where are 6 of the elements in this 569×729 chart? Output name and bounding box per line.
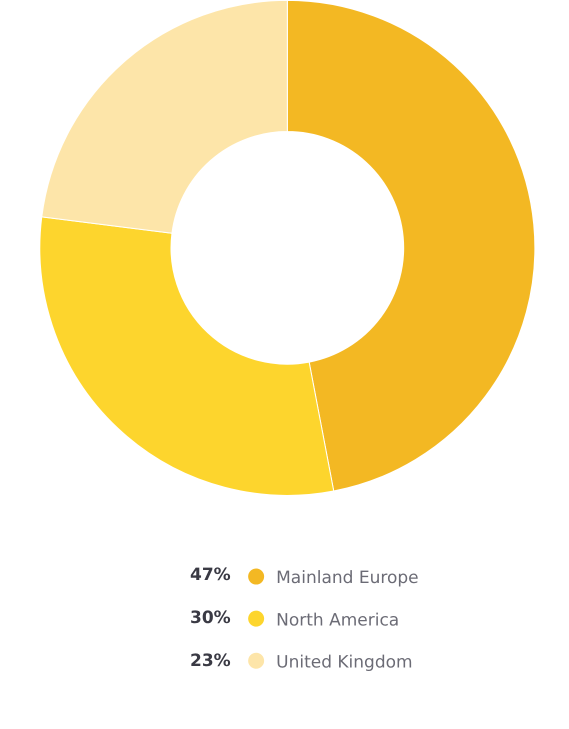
legend-label: Mainland Europe — [276, 568, 419, 588]
data-label: 30% — [190, 608, 231, 628]
legend-label: North America — [276, 610, 400, 630]
legend-label: United Kingdom — [276, 652, 413, 672]
data-label: 23% — [190, 651, 231, 671]
data-label: 47% — [190, 565, 231, 585]
